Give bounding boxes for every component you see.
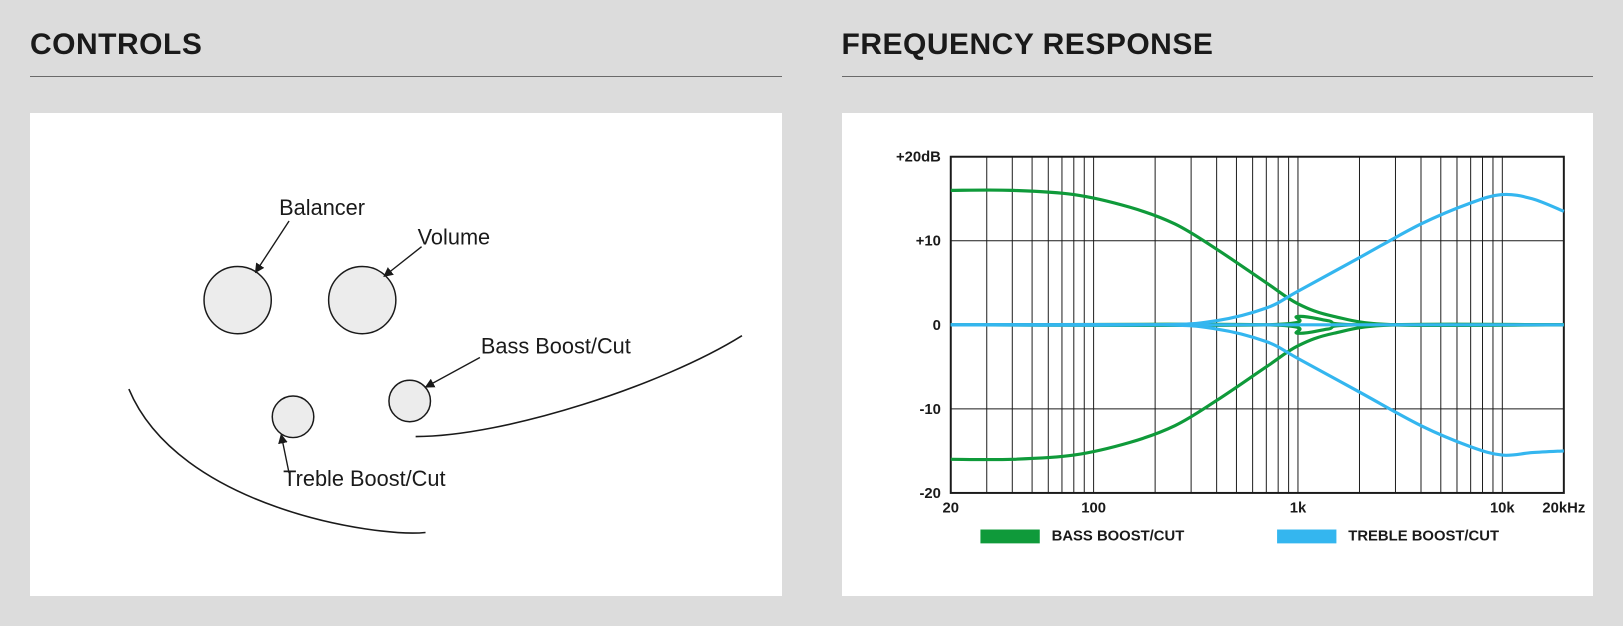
frequency-column: FREQUENCY RESPONSE +20dB +10 0 -10 -2020 100 1… <box>842 28 1594 596</box>
series-curve <box>950 324 1563 459</box>
divider <box>30 76 782 77</box>
y-tick-label: 0 <box>932 318 940 334</box>
frequency-heading: FREQUENCY RESPONSE <box>842 28 1594 62</box>
frequency-chart: +20dB +10 0 -10 -2020 100 1k 10k 20kHz BASS BOOST… <box>842 113 1594 596</box>
treble-knob <box>272 396 314 438</box>
legend-swatch <box>1277 530 1336 544</box>
divider <box>842 76 1594 77</box>
y-tick-label: +20dB <box>895 150 940 166</box>
controls-heading: CONTROLS <box>30 28 782 62</box>
y-tick-label: +10 <box>915 234 940 250</box>
series-curve <box>950 325 1563 456</box>
controls-diagram: Balancer Volume Bass Boost/Cut Treble Boost… <box>30 113 782 596</box>
legend-swatch <box>980 530 1039 544</box>
volume-label: Volume <box>418 225 491 250</box>
x-tick-label: 20kHz <box>1542 501 1585 517</box>
bass-knob <box>389 380 431 422</box>
x-tick-label: 20 <box>942 501 959 517</box>
controls-panel: Balancer Volume Bass Boost/Cut Treble Boost… <box>30 113 782 596</box>
balancer-knob <box>204 266 271 333</box>
x-tick-label: 100 <box>1081 501 1106 517</box>
controls-column: CONTROLS Balancer Volume Bass Boost/Cut Tre… <box>30 28 782 596</box>
treble-label: Treble Boost/Cut <box>283 466 445 491</box>
x-tick-label: 1k <box>1289 501 1306 517</box>
series-curve <box>950 190 1563 325</box>
bass-label: Bass Boost/Cut <box>481 334 631 359</box>
balancer-label: Balancer <box>279 195 365 220</box>
x-tick-label: 10k <box>1489 501 1514 517</box>
legend-label: TREBLE BOOST/CUT <box>1348 528 1499 544</box>
y-tick-label: -10 <box>919 402 940 418</box>
legend-label: BASS BOOST/CUT <box>1051 528 1184 544</box>
volume-knob <box>329 266 396 333</box>
series-curve <box>950 194 1563 325</box>
frequency-panel: +20dB +10 0 -10 -2020 100 1k 10k 20kHz BASS BOOST… <box>842 113 1594 596</box>
y-tick-label: -20 <box>919 486 940 502</box>
